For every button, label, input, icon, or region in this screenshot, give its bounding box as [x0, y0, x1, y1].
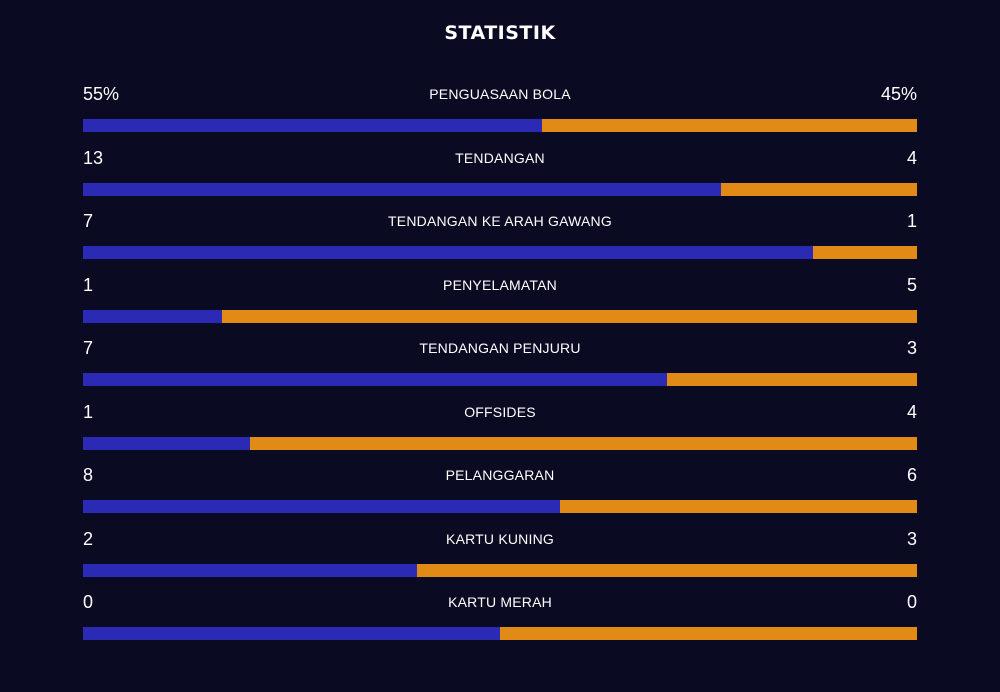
away-bar-fill: [416, 563, 917, 577]
stat-row: 7 TENDANGAN KE ARAH GAWANG 1: [83, 205, 917, 269]
away-bar-fill: [500, 627, 917, 640]
away-bar-fill: [249, 436, 917, 450]
home-bar-fill: [83, 246, 813, 259]
stat-label: PENYELAMATAN: [443, 276, 557, 293]
away-value: 3: [906, 338, 917, 358]
stat-row: 13 TENDANGAN 4: [83, 142, 917, 206]
away-value: 4: [906, 401, 917, 422]
home-value: 8: [83, 465, 94, 485]
comparison-bar: [83, 373, 917, 386]
stat-label: OFFSIDES: [464, 403, 536, 420]
stat-row: 1 OFFSIDES 4: [83, 396, 917, 460]
stat-label: PENGUASAAN BOLA: [429, 86, 571, 102]
stat-row: 2 KARTU KUNING 3: [83, 523, 917, 587]
home-value: 13: [83, 147, 104, 168]
home-value: 7: [83, 211, 94, 231]
away-bar-fill: [720, 182, 917, 196]
home-value: 55%: [83, 84, 120, 104]
away-bar-fill: [222, 309, 917, 323]
away-bar-fill: [812, 246, 917, 259]
stat-header: 2 KARTU KUNING 3: [83, 523, 917, 563]
stat-label: TENDANGAN KE ARAH GAWANG: [388, 213, 612, 229]
away-value: 4: [906, 147, 917, 168]
stat-header: 13 TENDANGAN 4: [83, 142, 917, 182]
comparison-bar: [83, 627, 917, 640]
stat-row: 1 PENYELAMATAN 5: [83, 269, 917, 333]
home-value: 2: [83, 528, 94, 549]
away-bar-fill: [559, 500, 917, 513]
away-value: 6: [906, 465, 917, 485]
comparison-bar: [83, 182, 917, 196]
away-value: 3: [906, 528, 917, 549]
home-value: 7: [83, 338, 94, 358]
stat-row: 8 PELANGGARAN 6: [83, 459, 917, 523]
stat-label: TENDANGAN PENJURU: [419, 340, 581, 356]
away-value: 45%: [880, 84, 917, 104]
away-value: 1: [906, 211, 917, 231]
away-value: 0: [906, 592, 917, 612]
stat-header: 1 PENYELAMATAN 5: [83, 269, 917, 309]
stat-header: 8 PELANGGARAN 6: [83, 459, 917, 499]
home-value: 1: [83, 401, 94, 422]
stat-header: 7 TENDANGAN KE ARAH GAWANG 1: [83, 205, 917, 245]
home-bar-fill: [83, 563, 417, 577]
comparison-bar: [83, 563, 917, 577]
stat-label: TENDANGAN: [455, 149, 545, 166]
stat-header: 55% PENGUASAAN BOLA 45%: [83, 78, 917, 118]
home-bar-fill: [83, 500, 560, 513]
stat-row: 7 TENDANGAN PENJURU 3: [83, 332, 917, 396]
home-bar-fill: [83, 309, 223, 323]
stat-header: 0 KARTU MERAH 0: [83, 586, 917, 626]
comparison-bar: [83, 500, 917, 513]
stat-label: KARTU MERAH: [448, 594, 552, 610]
comparison-bar: [83, 436, 917, 450]
away-value: 5: [906, 274, 917, 295]
home-bar-fill: [83, 627, 500, 640]
stat-row: 0 KARTU MERAH 0: [83, 586, 917, 650]
stats-list: 55% PENGUASAAN BOLA 45% 13 TENDANGAN 4 7 TENDAN…: [83, 78, 917, 650]
stat-label: PELANGGARAN: [445, 467, 555, 483]
stat-label: KARTU KUNING: [446, 530, 554, 547]
comparison-bar: [83, 119, 917, 132]
home-bar-fill: [83, 182, 721, 196]
home-value: 0: [83, 592, 94, 612]
comparison-bar: [83, 309, 917, 323]
home-bar-fill: [83, 436, 250, 450]
panel-title: STATISTIK: [444, 22, 556, 44]
stat-row: 55% PENGUASAAN BOLA 45%: [83, 78, 917, 142]
away-bar-fill: [666, 373, 917, 386]
away-bar-fill: [541, 119, 917, 132]
stat-header: 1 OFFSIDES 4: [83, 396, 917, 436]
comparison-bar: [83, 246, 917, 259]
stat-header: 7 TENDANGAN PENJURU 3: [83, 332, 917, 372]
home-bar-fill: [83, 119, 542, 132]
home-bar-fill: [83, 373, 667, 386]
home-value: 1: [83, 274, 94, 295]
